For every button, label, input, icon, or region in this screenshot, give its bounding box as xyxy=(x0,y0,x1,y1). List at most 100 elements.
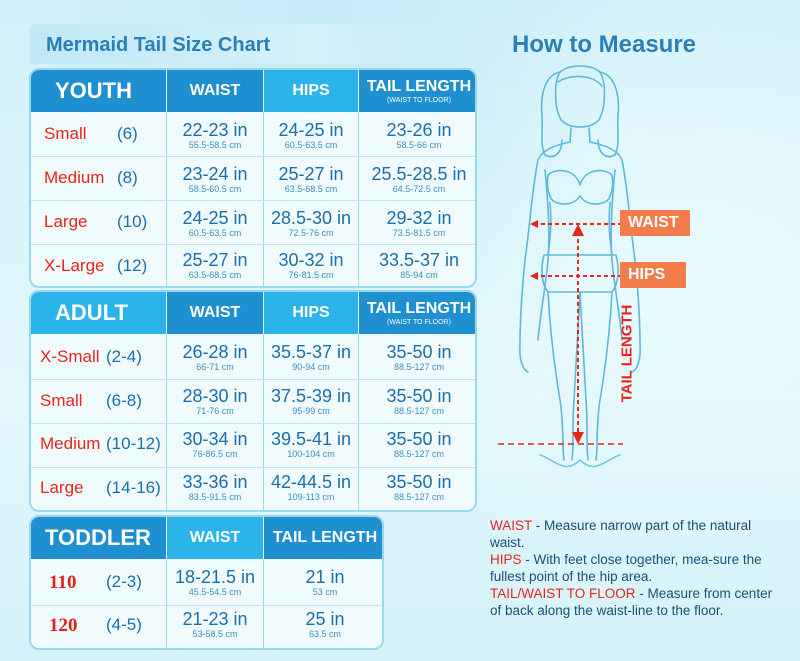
cell-cm: 53 cm xyxy=(312,587,338,597)
table-cell: 23-24 in 58.5-60.5 cm xyxy=(167,164,263,194)
waist-note: WAIST - Measure narrow part of the natur… xyxy=(490,517,785,551)
chart-title: Mermaid Tail Size Chart xyxy=(46,34,271,56)
size-label: Medium xyxy=(44,168,105,187)
cell-cm: 66-71 cm xyxy=(196,362,234,372)
cell-inches: 22-23 in xyxy=(182,120,248,140)
size-number: (8) xyxy=(117,168,138,187)
tail-note-text: - Measure from center of back along the … xyxy=(490,586,773,618)
cell-inches: 42-44.5 in xyxy=(270,472,352,492)
waist-tag: WAIST xyxy=(620,210,690,236)
table-cell: 33.5-37 in 85-94 cm xyxy=(359,250,475,280)
divider xyxy=(263,559,264,648)
cell-inches: 21-23 in xyxy=(182,609,248,629)
hips-note: HIPS - With feet close together, mea-sur… xyxy=(490,551,785,585)
youth-hips-header: HIPS xyxy=(264,70,358,112)
cell-cm: 60.5-63.5 cm xyxy=(188,228,242,238)
row-divider xyxy=(31,379,475,380)
size-number: (12) xyxy=(117,256,148,275)
table-cell: 30-32 in 76-81.5 cm xyxy=(264,250,358,280)
cell-inches: 35-50 in xyxy=(386,386,452,406)
title-banner xyxy=(30,24,435,64)
cell-inches: 25-27 in xyxy=(278,164,344,184)
size-number: (4-5) xyxy=(106,615,142,634)
cell-cm: 64.5-72.5 cm xyxy=(392,184,446,194)
cell-cm: 88.5-127 cm xyxy=(393,449,445,459)
cell-cm: 76-81.5 cm xyxy=(288,270,334,280)
cell-inches: 24-25 in xyxy=(182,208,248,228)
adult-hips-header: HIPS xyxy=(264,292,358,334)
toddler-tail-header: TAIL LENGTH xyxy=(264,517,382,559)
cell-inches: 28-30 in xyxy=(182,386,248,406)
hips-note-text: - With feet close together, mea-sure the… xyxy=(490,552,762,584)
size-label: X-Small xyxy=(40,347,100,366)
cell-inches: 23-24 in xyxy=(182,164,248,184)
cell-cm: 60.5-63.5 cm xyxy=(284,140,338,150)
cell-cm: 72.5-76 cm xyxy=(288,228,334,238)
divider xyxy=(358,112,359,286)
tail-note: TAIL/WAIST TO FLOOR - Measure from cente… xyxy=(490,585,785,619)
cell-cm: 71-76 cm xyxy=(196,406,234,416)
cell-cm: 85-94 cm xyxy=(400,270,438,280)
cell-cm: 76-86.5 cm xyxy=(192,449,238,459)
table-cell: 35-50 in 88.5-127 cm xyxy=(359,429,475,459)
cell-inches: 26-28 in xyxy=(182,342,248,362)
cell-inches: 18-21.5 in xyxy=(174,567,256,587)
row-divider xyxy=(31,200,475,201)
table-cell: 26-28 in 66-71 cm xyxy=(167,342,263,372)
cell-inches: 28.5-30 in xyxy=(270,208,352,228)
youth-header-row: YOUTH WAIST HIPS TAIL LENGTH (WAIST TO F… xyxy=(31,70,475,112)
divider xyxy=(166,334,167,510)
cell-cm: 88.5-127 cm xyxy=(393,492,445,502)
table-cell: 25-27 in 63.5-68.5 cm xyxy=(167,250,263,280)
cell-cm: 55.5-58.5 cm xyxy=(188,140,242,150)
youth-size-table: YOUTH WAIST HIPS TAIL LENGTH (WAIST TO F… xyxy=(29,68,477,288)
cell-inches: 35-50 in xyxy=(386,472,452,492)
table-cell: 21-23 in 53-58.5 cm xyxy=(167,609,263,639)
cell-inches: 21 in xyxy=(305,567,345,587)
divider xyxy=(358,334,359,510)
tail-note-key: TAIL/WAIST TO FLOOR xyxy=(490,586,636,601)
table-cell: 25.5-28.5 in 64.5-72.5 cm xyxy=(359,164,475,194)
size-number: (6-8) xyxy=(106,391,142,410)
cell-inches: 29-32 in xyxy=(386,208,452,228)
body-outline-figure xyxy=(519,65,641,468)
youth-tail-header-label: TAIL LENGTH xyxy=(366,78,472,95)
adult-tail-header-label: TAIL LENGTH xyxy=(366,300,472,317)
cell-inches: 35-50 in xyxy=(386,342,452,362)
table-cell: 29-32 in 73.5-81.5 cm xyxy=(359,208,475,238)
table-cell: 37.5-39 in 95-99 cm xyxy=(264,386,358,416)
tail-length-label: TAIL LENGTH xyxy=(618,304,636,403)
table-cell: 35-50 in 88.5-127 cm xyxy=(359,386,475,416)
cell-inches: 30-32 in xyxy=(278,250,344,270)
table-cell: 28-30 in 71-76 cm xyxy=(167,386,263,416)
size-label: Small xyxy=(44,124,87,143)
adult-tail-header-sub: (WAIST TO FLOOR) xyxy=(387,319,451,326)
youth-group-header: YOUTH xyxy=(31,70,166,112)
table-cell: 42-44.5 in 109-113 cm xyxy=(264,472,358,502)
toddler-header-row: TODDLER WAIST TAIL LENGTH xyxy=(31,517,382,559)
adult-tail-header: TAIL LENGTH (WAIST TO FLOOR) xyxy=(359,292,475,334)
cell-cm: 83.5-91.5 cm xyxy=(188,492,242,502)
size-number: (6) xyxy=(117,124,138,143)
table-cell: 25 in 63.5 cm xyxy=(264,609,382,639)
cell-inches: 30-34 in xyxy=(182,429,248,449)
cell-inches: 35-50 in xyxy=(386,429,452,449)
cell-cm: 88.5-127 cm xyxy=(393,406,445,416)
size-number: (10) xyxy=(117,212,148,231)
table-cell: 21 in 53 cm xyxy=(264,567,382,597)
waist-note-text: - Measure narrow part of the natural wai… xyxy=(490,518,752,550)
cell-inches: 25-27 in xyxy=(182,250,248,270)
size-label: 110 xyxy=(49,572,77,593)
cell-cm: 58.5-60.5 cm xyxy=(188,184,242,194)
divider xyxy=(166,559,167,648)
cell-inches: 24-25 in xyxy=(278,120,344,140)
cell-cm: 63.5 cm xyxy=(308,629,341,639)
cell-cm: 45.5-54.5 cm xyxy=(188,587,242,597)
table-cell: 35.5-37 in 90-94 cm xyxy=(264,342,358,372)
adult-waist-header: WAIST xyxy=(167,292,263,334)
row-divider xyxy=(31,423,475,424)
toddler-group-header: TODDLER xyxy=(31,517,166,559)
divider xyxy=(263,112,264,286)
size-label: Large xyxy=(44,212,88,231)
divider xyxy=(263,334,264,510)
